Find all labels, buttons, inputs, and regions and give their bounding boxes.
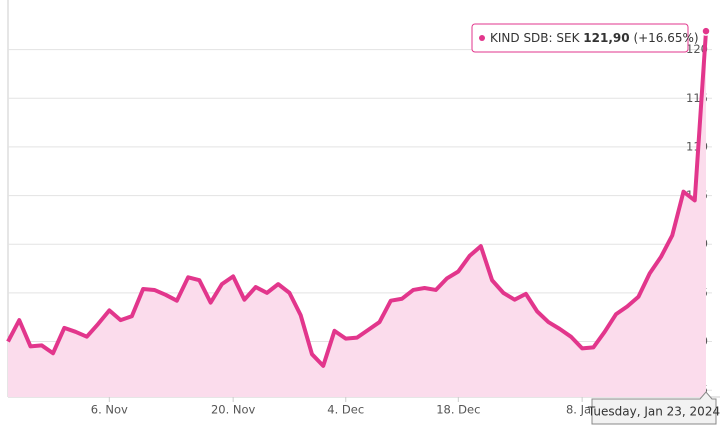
date-label: Tuesday, Jan 23, 2024	[587, 405, 720, 419]
tooltip-price: 121,90	[583, 31, 629, 45]
tooltip-dot	[479, 35, 485, 41]
end-point	[701, 26, 711, 36]
tooltip-box	[471, 23, 689, 53]
line	[6, 31, 708, 368]
x-tick-label: 18. Dec	[436, 403, 480, 417]
price-tooltip: KIND SDB: SEK 121,90 (+16.65%)	[471, 23, 699, 53]
x-tick-label: 20. Nov	[211, 403, 256, 417]
y-tick-label: 120	[686, 42, 708, 56]
x-tick-label: 8. Jan	[566, 403, 598, 417]
x-tick-label: 4. Dec	[327, 403, 364, 417]
date-tooltip: Tuesday, Jan 23, 2024	[587, 391, 720, 425]
date-box	[591, 391, 717, 425]
x-tick-label: 6. Nov	[91, 403, 128, 417]
tooltip-text: KIND SDB: SEK 121,90 (+16.65%)	[490, 31, 699, 45]
tooltip-label: KIND SDB: SEK	[490, 31, 581, 45]
tooltip-change: (+16.65%)	[633, 31, 698, 45]
area	[8, 31, 706, 397]
